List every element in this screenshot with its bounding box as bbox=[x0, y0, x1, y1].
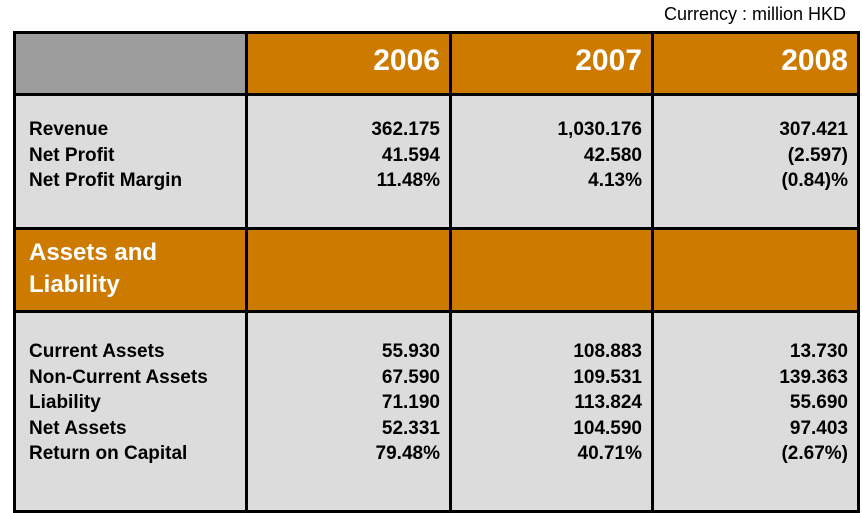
assets-labels-cell: Current Assets Non-Current Assets Liabil… bbox=[13, 310, 248, 513]
value-net-assets-2008: 97.403 bbox=[789, 417, 848, 439]
value-return-on-capital-2006: 79.48% bbox=[375, 443, 440, 464]
value-revenue-2007: 1,030.176 bbox=[557, 119, 642, 140]
value-liability-2008: 55.690 bbox=[789, 392, 848, 413]
value-net-profit-2008: (2.597) bbox=[787, 144, 848, 166]
label-liability: Liability bbox=[29, 392, 101, 413]
label-return-on-capital: Return on Capital bbox=[29, 443, 188, 464]
section-title-line-1: Assets and bbox=[29, 239, 158, 266]
value-non-current-assets-2006: 67.590 bbox=[381, 366, 440, 388]
label-non-current-assets: Non-Current Assets bbox=[29, 366, 208, 388]
value-revenue-2008: 307.421 bbox=[779, 119, 848, 140]
value-net-profit-margin-2006: 11.48% bbox=[376, 170, 440, 191]
value-net-profit-2006: 41.594 bbox=[381, 144, 440, 166]
income-values-2006: 362.175 41.594 11.48% bbox=[245, 93, 452, 230]
assets-values-2007: 108.883 109.531 113.824 104.590 40.71% bbox=[449, 310, 654, 513]
value-revenue-2006: 362.175 bbox=[371, 119, 440, 140]
value-net-profit-margin-2007: 4.13% bbox=[588, 170, 642, 191]
assets-values-2006: 55.930 67.590 71.190 52.331 79.48% bbox=[245, 310, 452, 513]
currency-note: Currency : million HKD bbox=[663, 4, 846, 24]
section-header-blank-2008 bbox=[651, 227, 860, 313]
value-non-current-assets-2008: 139.363 bbox=[779, 366, 848, 388]
value-return-on-capital-2007: 40.71% bbox=[577, 443, 642, 464]
year-header-2008: 2008 bbox=[651, 31, 860, 96]
label-current-assets: Current Assets bbox=[29, 341, 165, 362]
value-liability-2007: 113.824 bbox=[574, 392, 642, 413]
assets-section-row: Current Assets Non-Current Assets Liabil… bbox=[13, 310, 860, 513]
financial-summary-table: 2006 2007 2008 Revenue Net Profit Net Pr… bbox=[13, 31, 860, 513]
value-current-assets-2008: 13.730 bbox=[789, 341, 848, 362]
section-title-line-2: Liability bbox=[29, 271, 120, 298]
header-row: 2006 2007 2008 bbox=[13, 31, 860, 96]
value-liability-2006: 71.190 bbox=[381, 392, 440, 413]
year-header-2006: 2006 bbox=[245, 31, 452, 96]
assets-values-2008: 13.730 139.363 55.690 97.403 (2.67%) bbox=[651, 310, 860, 513]
income-labels-cell: Revenue Net Profit Net Profit Margin bbox=[13, 93, 248, 230]
value-current-assets-2006: 55.930 bbox=[381, 341, 440, 362]
section-title-assets-liability: Assets and Liability bbox=[13, 227, 248, 313]
value-current-assets-2007: 108.883 bbox=[573, 341, 642, 362]
assets-section-header-row: Assets and Liability bbox=[13, 227, 860, 313]
value-non-current-assets-2007: 109.531 bbox=[573, 366, 642, 388]
label-revenue: Revenue bbox=[29, 119, 109, 140]
income-values-2008: 307.421 (2.597) (0.84)% bbox=[651, 93, 860, 230]
section-header-blank-2006 bbox=[245, 227, 452, 313]
value-net-profit-2007: 42.580 bbox=[583, 144, 642, 166]
value-net-profit-margin-2008: (0.84)% bbox=[781, 170, 848, 191]
label-net-assets: Net Assets bbox=[29, 417, 127, 439]
header-corner-cell bbox=[13, 31, 248, 96]
value-net-assets-2006: 52.331 bbox=[381, 417, 440, 439]
section-header-blank-2007 bbox=[449, 227, 654, 313]
income-values-2007: 1,030.176 42.580 4.13% bbox=[449, 93, 654, 230]
income-section-row: Revenue Net Profit Net Profit Margin 362… bbox=[13, 93, 860, 230]
year-header-2007: 2007 bbox=[449, 31, 654, 96]
label-net-profit-margin: Net Profit Margin bbox=[29, 170, 183, 191]
label-net-profit: Net Profit bbox=[29, 144, 115, 166]
value-return-on-capital-2008: (2.67%) bbox=[781, 443, 848, 464]
value-net-assets-2007: 104.590 bbox=[573, 417, 642, 439]
